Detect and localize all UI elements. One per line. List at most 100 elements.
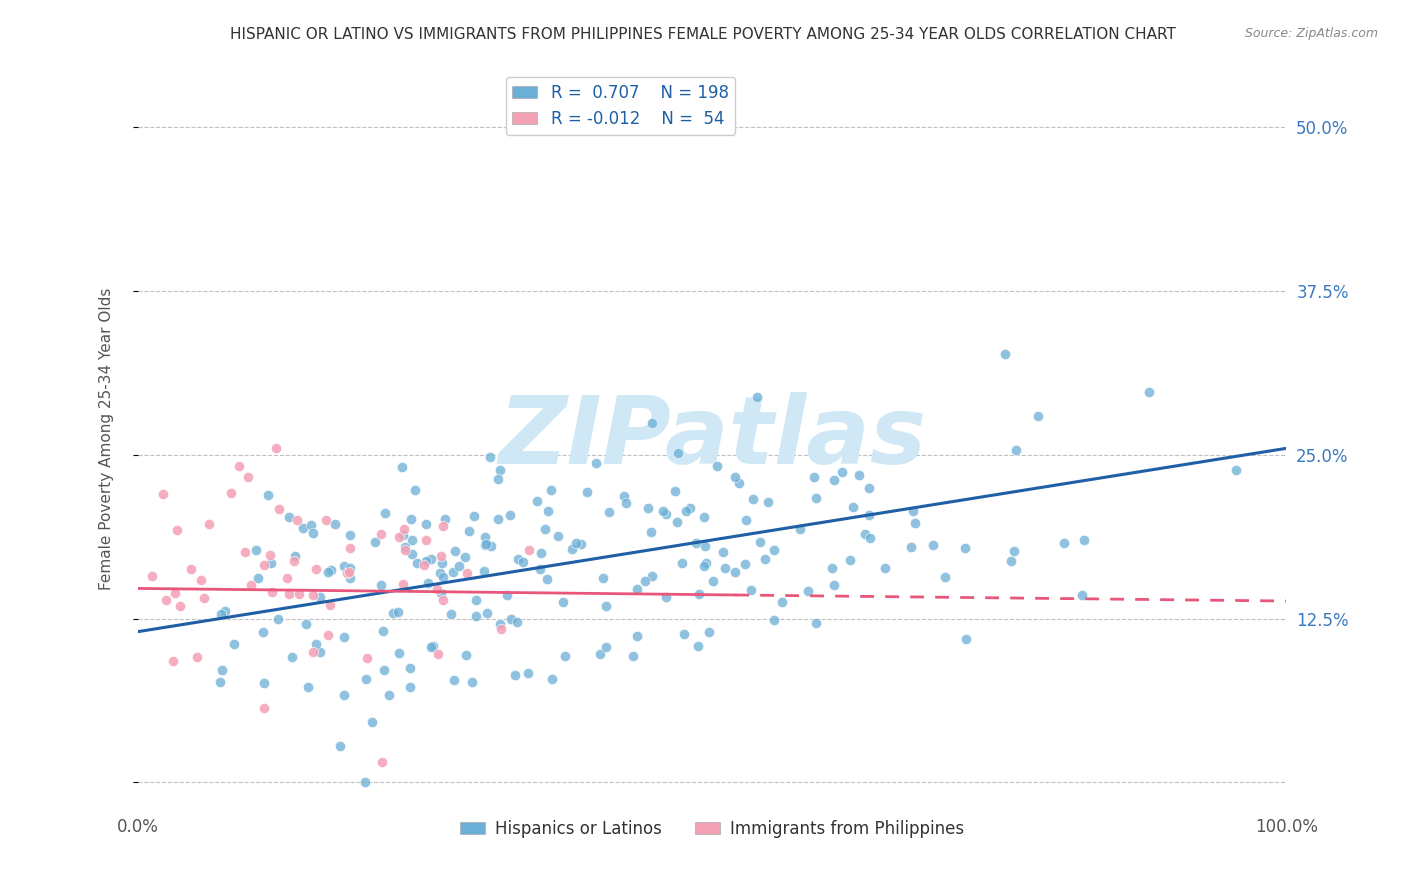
Text: HISPANIC OR LATINO VS IMMIGRANTS FROM PHILIPPINES FEMALE POVERTY AMONG 25-34 YEA: HISPANIC OR LATINO VS IMMIGRANTS FROM PH… xyxy=(231,27,1175,42)
Point xyxy=(626,582,648,596)
Point xyxy=(853,526,876,541)
Point xyxy=(679,500,702,515)
Point xyxy=(474,530,496,544)
Point xyxy=(595,599,617,613)
Point xyxy=(1053,536,1076,550)
Point xyxy=(353,775,375,789)
Point xyxy=(394,540,416,554)
Point xyxy=(554,648,576,663)
Point xyxy=(422,639,444,653)
Point xyxy=(637,501,659,516)
Point xyxy=(415,517,437,532)
Point xyxy=(169,599,191,614)
Point xyxy=(585,456,607,470)
Point xyxy=(734,513,756,527)
Point xyxy=(565,536,588,550)
Point xyxy=(489,463,512,477)
Point xyxy=(253,700,276,714)
Point xyxy=(472,564,495,578)
Point xyxy=(297,680,319,694)
Point xyxy=(461,675,484,690)
Point xyxy=(664,484,686,499)
Point xyxy=(281,649,304,664)
Point xyxy=(198,517,221,532)
Point xyxy=(339,571,361,585)
Point xyxy=(592,571,614,585)
Point xyxy=(688,639,710,653)
Point xyxy=(434,512,457,526)
Point xyxy=(447,559,470,574)
Point xyxy=(463,509,485,524)
Point xyxy=(758,494,780,508)
Point xyxy=(512,555,534,569)
Point xyxy=(309,590,332,604)
Point xyxy=(665,515,688,529)
Point xyxy=(671,556,693,570)
Point xyxy=(748,535,770,549)
Point xyxy=(211,663,233,677)
Point xyxy=(233,545,256,559)
Point xyxy=(264,442,287,456)
Point xyxy=(291,521,314,535)
Text: ZIPatlas: ZIPatlas xyxy=(498,392,927,484)
Point xyxy=(333,631,356,645)
Point xyxy=(305,562,328,576)
Point xyxy=(561,541,583,556)
Point xyxy=(394,543,416,558)
Point xyxy=(922,538,945,552)
Point xyxy=(858,481,880,495)
Point xyxy=(432,593,454,607)
Point xyxy=(501,612,523,626)
Point xyxy=(165,585,187,599)
Point xyxy=(692,509,714,524)
Point xyxy=(763,613,786,627)
Point xyxy=(370,578,392,592)
Point xyxy=(859,532,882,546)
Point xyxy=(444,544,467,558)
Point xyxy=(257,487,280,501)
Point xyxy=(569,537,592,551)
Point xyxy=(426,582,449,596)
Point xyxy=(688,587,710,601)
Point xyxy=(432,556,454,570)
Point xyxy=(190,574,212,588)
Point xyxy=(634,574,657,588)
Point xyxy=(413,558,436,572)
Point xyxy=(526,494,548,508)
Point xyxy=(901,504,924,518)
Point xyxy=(399,681,422,695)
Point xyxy=(724,565,747,579)
Point xyxy=(724,470,747,484)
Point xyxy=(382,606,405,620)
Point xyxy=(640,524,662,539)
Point xyxy=(432,519,454,533)
Point xyxy=(517,665,540,680)
Point xyxy=(260,585,283,599)
Point xyxy=(304,637,326,651)
Point xyxy=(803,470,825,484)
Point xyxy=(831,466,853,480)
Point xyxy=(770,595,793,609)
Point xyxy=(329,739,352,753)
Point xyxy=(641,569,664,583)
Point xyxy=(713,561,735,575)
Point xyxy=(797,584,820,599)
Point xyxy=(246,571,269,585)
Point xyxy=(934,570,956,584)
Point xyxy=(481,539,503,553)
Point xyxy=(745,390,768,404)
Point xyxy=(953,541,976,555)
Point xyxy=(209,674,232,689)
Point xyxy=(339,541,361,555)
Point xyxy=(415,554,437,568)
Point xyxy=(994,347,1017,361)
Point xyxy=(420,640,443,654)
Point xyxy=(373,663,395,677)
Point xyxy=(806,491,828,506)
Point xyxy=(858,508,880,523)
Point xyxy=(754,552,776,566)
Point xyxy=(740,582,762,597)
Point xyxy=(641,416,664,430)
Point xyxy=(415,533,437,548)
Point xyxy=(536,504,558,518)
